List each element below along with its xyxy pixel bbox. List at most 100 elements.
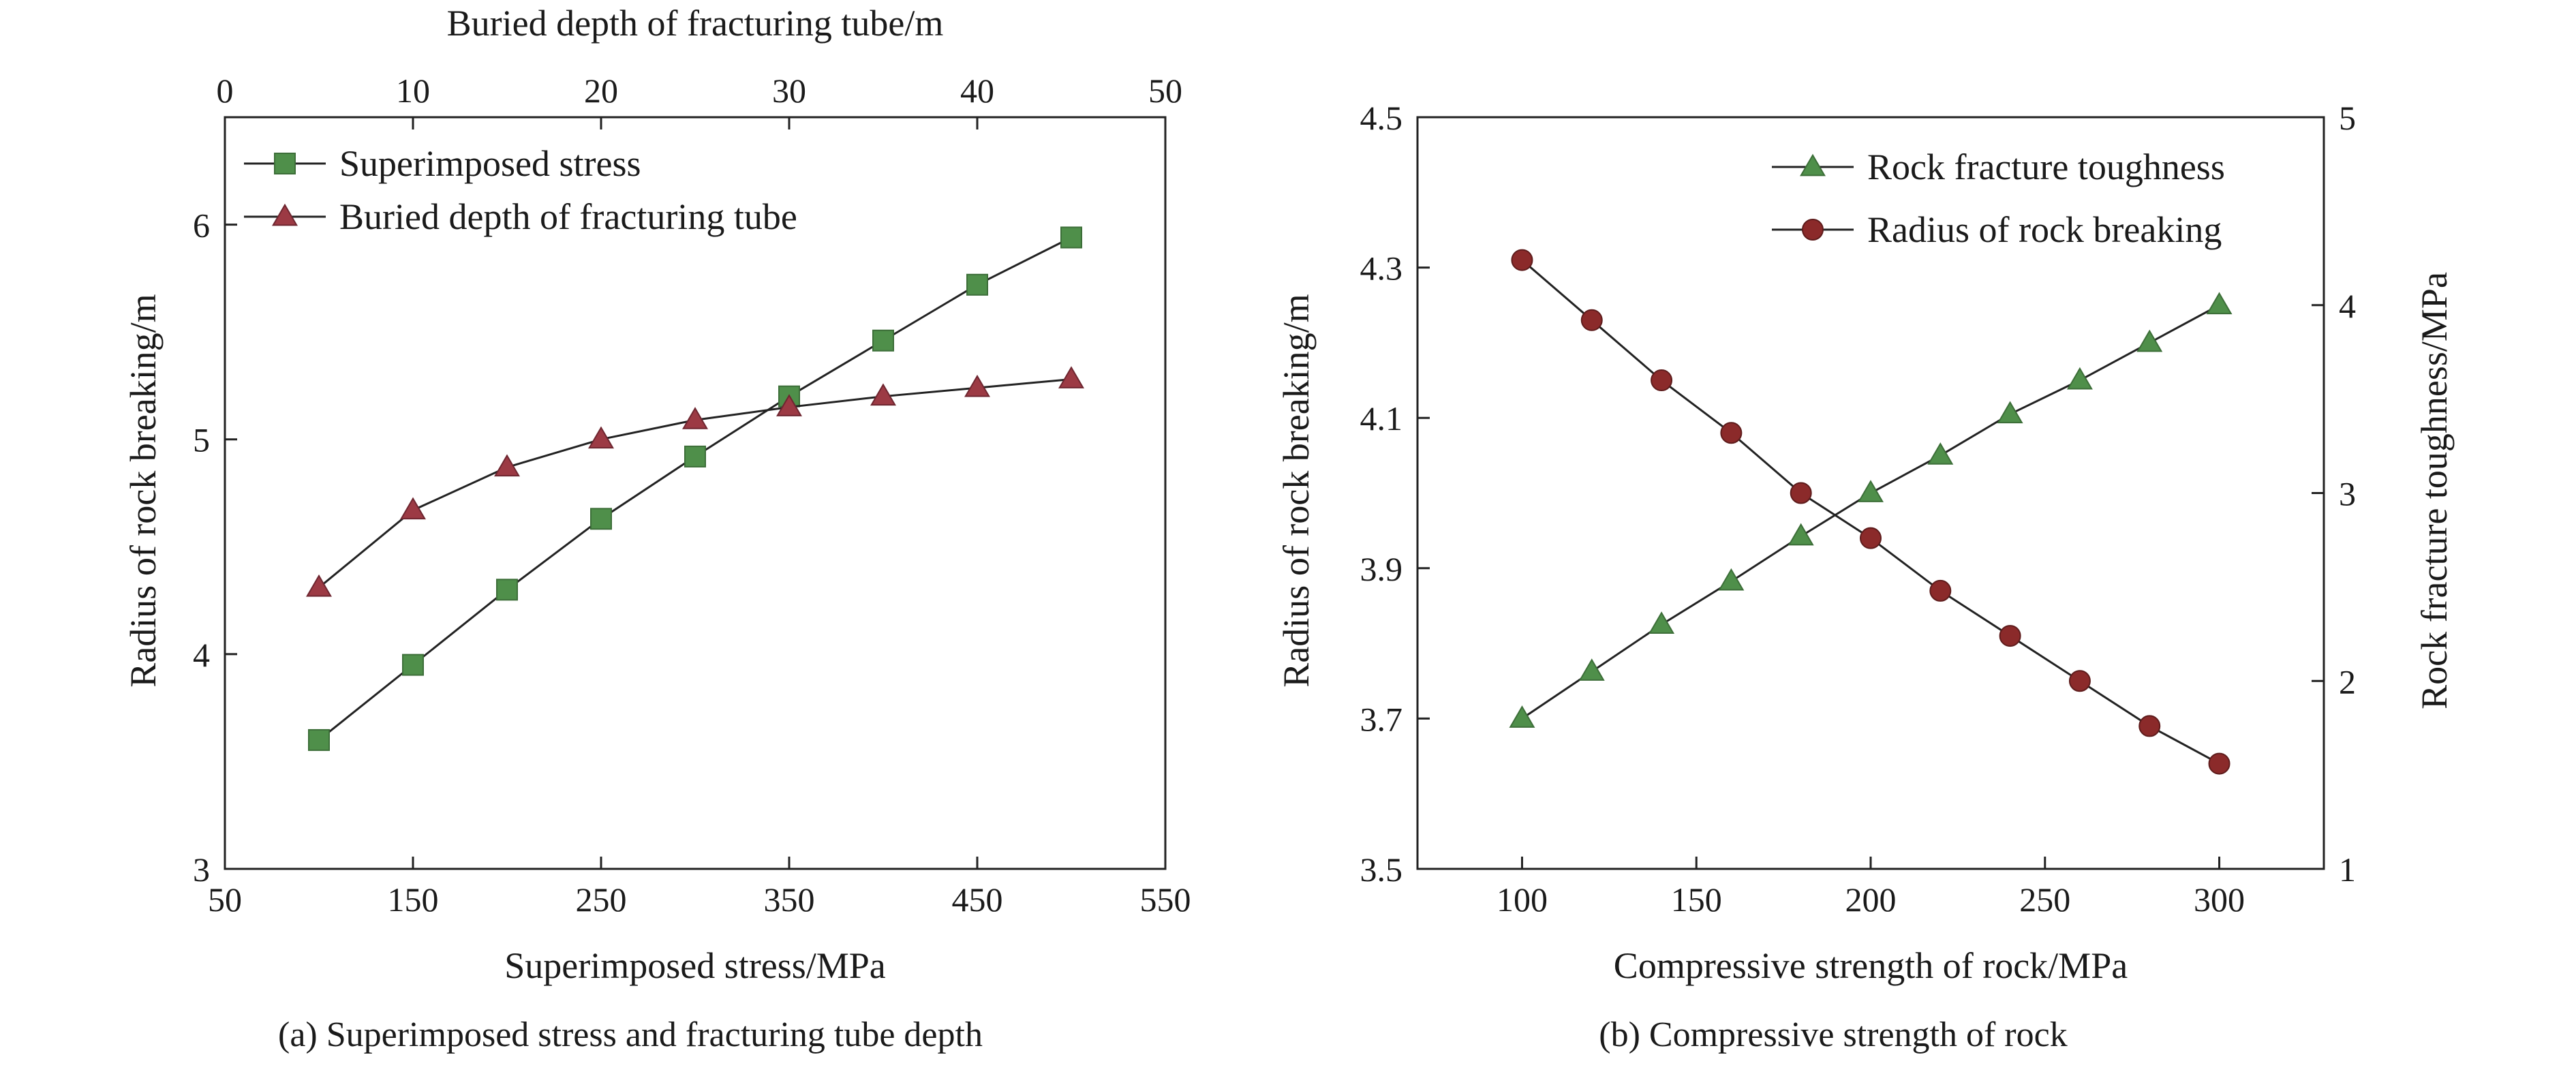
data-point [1790,482,1812,504]
x2-tick-label: 50 [1148,72,1182,110]
series-line [1521,304,2220,720]
data-point [1720,422,1743,444]
x-tick-label: 150 [388,880,439,919]
data-point [684,445,706,467]
data-point [306,574,332,597]
x-tick-label: 250 [2019,880,2070,919]
y-axis-title-b: Radius of rock breaking/m [1276,294,1317,687]
legend-marker [1800,153,1826,177]
data-point [2068,670,2091,692]
y2-tick-label: 4 [2339,287,2356,325]
data-point [1929,579,1952,602]
data-point [1997,401,2023,424]
legend-marker [274,153,296,174]
legend-label: Radius of rock breaking [1867,209,2222,250]
x-tick-label: 50 [208,880,242,919]
plot-frame-a [224,116,1167,870]
x2-tick-label: 20 [584,72,618,110]
y-tick-label: 3.5 [1360,850,1403,889]
x-tick-label: 250 [576,880,627,919]
data-point [964,374,990,397]
legend-label: Superimposed stress [339,143,641,184]
y2-tick-label: 3 [2339,475,2356,513]
series-group-a [306,226,1084,751]
series-line [318,236,1072,741]
y-tick-label: 6 [193,206,210,245]
y-tick-label: 4.5 [1360,99,1403,137]
y2-tick-label: 1 [2339,850,2356,889]
tick-group-b: 100 150 200 250 300 3.5 3.7 3.9 4.1 4.3 4.5 1 2 3 4 5 [1360,99,2357,919]
data-point [494,454,520,477]
legend-label: Rock fracture toughness [1867,147,2225,187]
data-point [1858,480,1884,502]
y-tick-label: 3 [193,850,210,889]
legend-b: Rock fracture toughness Radius of rock br… [1772,147,2225,250]
data-point [2208,752,2230,775]
data-point [1511,249,1533,271]
data-point [1509,705,1535,728]
data-point [2138,715,2161,737]
legend-marker [272,203,298,226]
y2-tick-label: 5 [2339,99,2356,137]
chart-panel-b: 100 150 200 250 300 3.5 3.7 3.9 4.1 4.3 4.5 1 2 3 4 5 R… [1276,99,2455,1054]
series-group-b [1509,249,2233,775]
data-point [1651,369,1673,392]
x-axis-title-a: Superimposed stress/MPa [504,945,886,986]
y-tick-label: 4.3 [1360,249,1403,288]
y2-axis-title-b: Rock fracture toughness/MPa [2414,272,2455,709]
y-tick-label: 3.9 [1360,550,1403,588]
series-line [1521,259,2220,765]
y-tick-label: 4.1 [1360,399,1403,438]
x-tick-label: 100 [1497,880,1548,919]
x2-tick-label: 10 [396,72,430,110]
data-point [590,508,612,530]
data-point [402,654,424,676]
caption-a: (a) Superimposed stress and fracturing t… [278,1015,983,1054]
data-point [2136,329,2163,352]
y-tick-label: 3.7 [1360,700,1403,738]
x-axis-title-b: Compressive strength of rock/MPa [1614,945,2128,986]
data-point [1058,366,1084,388]
x2-tick-label: 30 [772,72,806,110]
data-point [400,497,426,520]
x-tick-label: 350 [764,880,815,919]
data-point [1578,658,1605,681]
x2-tick-label: 40 [960,72,994,110]
data-point [1788,523,1814,546]
x-tick-label: 550 [1140,880,1191,919]
data-point [1649,611,1675,634]
x-tick-label: 150 [1671,880,1722,919]
y-tick-label: 5 [193,421,210,459]
data-point [2206,292,2233,315]
data-point [1060,226,1082,249]
data-point [496,579,518,601]
caption-b: (b) Compressive strength of rock [1599,1015,2067,1054]
y2-tick-label: 2 [2339,662,2356,701]
data-point [1580,309,1603,331]
legend-label: Buried depth of fracturing tube [339,196,797,237]
data-point [2066,367,2093,390]
data-point [1927,442,1954,465]
x-tick-label: 300 [2194,880,2245,919]
x2-axis-title-a: Buried depth of fracturing tube/m [447,3,944,44]
y-tick-label: 4 [193,636,210,674]
data-point [588,426,614,449]
data-point [966,273,988,296]
data-point [1718,568,1745,591]
data-point [308,728,330,751]
data-point [682,407,708,429]
x2-tick-label: 0 [217,72,234,110]
data-point [1860,527,1882,549]
legend-marker [1802,219,1824,241]
data-point [776,394,802,416]
data-point [872,329,894,352]
legend-a: Superimposed stress Buried depth of fract… [244,143,797,237]
x-tick-label: 450 [952,880,1003,919]
x-tick-label: 200 [1845,880,1897,919]
y-axis-title-a: Radius of rock breaking/m [123,294,164,687]
data-point [1999,625,2021,647]
data-point [870,383,896,406]
